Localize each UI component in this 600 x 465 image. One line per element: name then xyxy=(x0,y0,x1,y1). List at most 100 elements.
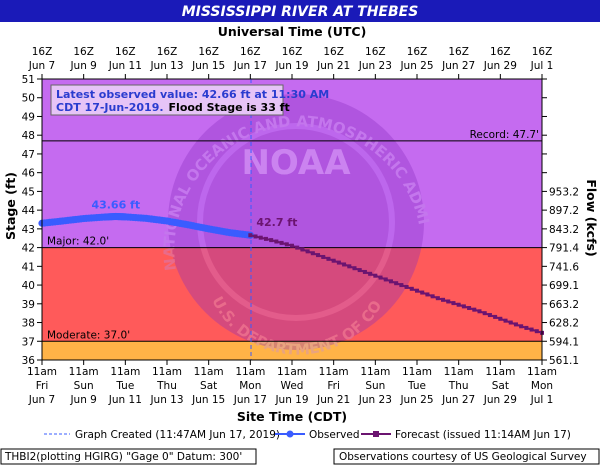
y-tick-label: 51 xyxy=(22,74,35,86)
top-axis-title: Universal Time (UTC) xyxy=(218,24,367,39)
legend-forecast-label: Forecast (issued 11:14AM Jun 17) xyxy=(395,429,571,441)
forecast-point xyxy=(316,253,321,258)
y-tick-label: 44 xyxy=(22,205,36,217)
legend-observed-marker xyxy=(286,430,294,438)
top-tick-date: Jun 13 xyxy=(149,60,183,72)
y-tick-label: 36 xyxy=(22,355,36,367)
x-tick-date: Jun 7 xyxy=(28,394,55,406)
y2-tick-label: 897.2 xyxy=(549,205,579,217)
x-tick-time: 11am xyxy=(360,366,390,378)
forecast-point xyxy=(467,306,472,311)
y-tick-label: 39 xyxy=(22,299,35,311)
x-tick-date: Jun 17 xyxy=(233,394,267,406)
x-tick-date: Jun 25 xyxy=(399,394,433,406)
y-tick-label: 47 xyxy=(22,149,35,161)
x-tick-time: 11am xyxy=(152,366,182,378)
top-tick-date: Jun 15 xyxy=(191,60,225,72)
seal-circle xyxy=(168,94,424,350)
footer: THBI2(plotting HGIRG) "Gage 0" Datum: 30… xyxy=(0,448,600,465)
x-tick-time: 11am xyxy=(194,366,224,378)
forecast-point xyxy=(321,254,326,259)
legend-forecast-marker xyxy=(373,431,379,437)
forecast-point xyxy=(279,240,284,245)
top-tick-date: Jun 7 xyxy=(28,60,55,72)
forecast-point xyxy=(420,290,425,295)
forecast-point xyxy=(472,307,477,312)
x-tick-day: Sun xyxy=(365,380,385,392)
x-tick-date: Jun 23 xyxy=(358,394,392,406)
forecast-point xyxy=(524,325,529,330)
forecast-point xyxy=(269,238,274,243)
threshold-label-record: Record: 47.7' xyxy=(470,129,539,141)
y-tick-label: 49 xyxy=(22,111,35,123)
grid xyxy=(37,74,547,365)
forecast-point xyxy=(425,292,430,297)
forecast-point xyxy=(487,313,492,318)
plot-frame xyxy=(41,78,543,361)
x-tick-date: Jun 21 xyxy=(316,394,350,406)
threshold-label-moderate: Moderate: 37.0' xyxy=(47,329,130,341)
y2-axis-title: Flow (kcfs) xyxy=(584,179,599,256)
x-axis-title: Site Time (CDT) xyxy=(237,409,347,424)
top-tick-date: Jun 9 xyxy=(69,60,96,72)
observed-peak-label: 43.66 ft xyxy=(91,199,140,212)
top-tick-date: Jun 21 xyxy=(316,60,350,72)
x-tick-time: 11am xyxy=(402,366,432,378)
x-tick-day: Fri xyxy=(327,380,340,392)
info-box: Latest observed value: 42.66 ft at 11:30… xyxy=(50,84,329,116)
x-tick-time: 11am xyxy=(27,366,57,378)
x-tick-date: Jun 19 xyxy=(274,394,308,406)
forecast-point xyxy=(352,266,357,271)
x-tick-day: Wed xyxy=(281,380,304,392)
top-tick-time: 16Z xyxy=(115,46,136,58)
forecast-point xyxy=(347,264,352,269)
x-tick-day: Sat xyxy=(200,380,217,392)
y-tick-label: 50 xyxy=(22,93,35,105)
forecast-point xyxy=(290,243,294,248)
top-tick-date: Jun 11 xyxy=(108,60,142,72)
threshold-label-major: Major: 42.0' xyxy=(47,236,109,248)
top-tick-time: 16Z xyxy=(490,46,511,58)
top-tick-time: 16Z xyxy=(532,46,553,58)
x-tick-day: Fri xyxy=(36,380,49,392)
info-line1: Latest observed value: 42.66 ft at 11:30… xyxy=(56,88,329,101)
x-tick-time: 11am xyxy=(235,366,265,378)
seal-center-text: NOAA xyxy=(241,143,351,183)
info-line2a: CDT 17-Jun-2019. Flood Stage is 33 ft xyxy=(56,101,290,114)
axes: 36 37 38 39 40 41 42 43 44 45 46 47 48 49 50 51 561.1 594… xyxy=(22,46,580,406)
forecast-point xyxy=(519,324,524,329)
chart-title: MISSISSIPPI RIVER AT THEBES xyxy=(182,4,419,20)
top-tick-time: 16Z xyxy=(448,46,469,58)
x-tick-time: 11am xyxy=(485,366,515,378)
x-tick-day: Thu xyxy=(448,380,469,392)
x-tick-day: Tue xyxy=(407,380,426,392)
forecast-point xyxy=(336,260,341,265)
top-tick-time: 16Z xyxy=(32,46,53,58)
y-tick-label: 37 xyxy=(22,336,35,348)
forecast-point xyxy=(258,235,263,240)
x-tick-day: Sun xyxy=(74,380,94,392)
y2-tick-label: 791.4 xyxy=(549,243,579,255)
info-box-bg xyxy=(50,84,284,116)
forecast-point xyxy=(300,247,305,252)
forecast-point xyxy=(456,302,461,307)
forecast-point xyxy=(399,283,404,288)
forecast-point xyxy=(415,288,419,293)
forecast-point xyxy=(295,245,300,250)
forecast-point xyxy=(368,271,373,276)
series: 43.66 ft 42.7 ft xyxy=(38,199,544,335)
forecast-point xyxy=(248,233,253,238)
forecast-point xyxy=(394,281,399,286)
footer-right-text: Observations courtesy of US Geological S… xyxy=(339,451,587,463)
top-tick-time: 16Z xyxy=(198,46,219,58)
x-tick-time: 11am xyxy=(110,366,140,378)
forecast-point xyxy=(529,327,534,332)
forecast-point xyxy=(404,284,409,289)
y-tick-label: 48 xyxy=(22,130,35,142)
top-tick-time: 16Z xyxy=(282,46,303,58)
y2-tick-label: 953.2 xyxy=(549,186,579,198)
forecast-point xyxy=(477,309,482,314)
legend-created-label: Graph Created (11:47AM Jun 17, 2019) xyxy=(75,429,280,441)
top-tick-time: 16Z xyxy=(240,46,261,58)
